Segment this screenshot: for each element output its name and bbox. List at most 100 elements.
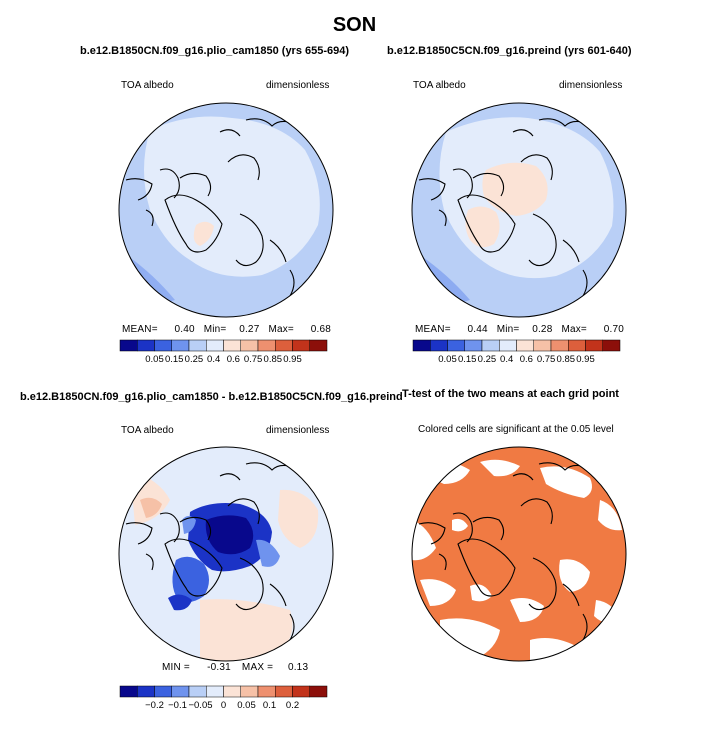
panel3-min-value: -0.31 bbox=[207, 662, 231, 673]
figure-title: SON bbox=[332, 14, 377, 36]
panel3-field-pos-s bbox=[200, 599, 293, 661]
panel2-title: b.e12.B1850C5CN.f09_g16.preind (yrs 601-… bbox=[387, 45, 632, 57]
panel2-colorbar-box bbox=[447, 339, 465, 352]
panel3-title: b.e12.B1850CN.f09_g16.plio_cam1850 - b.e… bbox=[20, 391, 403, 403]
panel2-map bbox=[411, 102, 627, 318]
panel1-field-greenland bbox=[193, 221, 214, 246]
panel3-colorbar: −0.2 −0.1 −0.05 0 0.05 0.1 0.2 bbox=[119, 685, 328, 711]
panel3-colorbar-box bbox=[154, 685, 172, 698]
panel1-colorbar-box bbox=[171, 339, 190, 352]
panel3-right-label: dimensionless bbox=[266, 425, 330, 436]
panel2-colorbar-tick-label: 0.95 bbox=[576, 354, 595, 365]
panel2-colorbar-tick-label: 0.75 bbox=[537, 354, 556, 365]
panel3-min-label: MIN = bbox=[162, 662, 190, 673]
panel4-nonsignificant-cells bbox=[412, 459, 626, 661]
panel4-coastlines bbox=[418, 462, 590, 641]
panel2-max-label: Max= bbox=[561, 324, 587, 335]
panel1-colorbar-box bbox=[188, 339, 207, 352]
panel3-colorbar-box bbox=[275, 685, 293, 698]
panel3-field-neg-greenland-s bbox=[168, 594, 192, 611]
panel1-mean-label: MEAN= bbox=[122, 324, 158, 335]
panel3-left-label: TOA albedo bbox=[121, 425, 174, 436]
panel1-field-icecap bbox=[144, 116, 320, 277]
panel2-colorbar-tick-label: 0.85 bbox=[557, 354, 576, 365]
panel2-colorbar-box bbox=[464, 339, 483, 352]
panel3-colorbar-box bbox=[119, 685, 138, 698]
panel2-min-label: Min= bbox=[496, 324, 520, 335]
panel3-colorbar-box bbox=[257, 685, 276, 698]
panel1-colorbar-box bbox=[309, 339, 328, 352]
panel1-map bbox=[118, 102, 334, 318]
panel1-title: b.e12.B1850CN.f09_g16.plio_cam1850 (yrs … bbox=[80, 45, 350, 57]
panel4-title: T-test of the two means at each grid poi… bbox=[402, 388, 619, 400]
panel3-colorbar-box bbox=[292, 685, 310, 698]
panel3-field-neg-edge-e bbox=[256, 539, 280, 567]
panel1-colorbar-box bbox=[223, 339, 241, 352]
panel3-colorbar-tick-label: 0.05 bbox=[237, 700, 256, 711]
panel3-field-neg-core bbox=[205, 515, 254, 555]
panel1-colorbar-tick-label: 0.6 bbox=[227, 354, 240, 365]
panel2-colorbar-box bbox=[602, 339, 621, 352]
panel2-colorbar-box bbox=[499, 339, 517, 352]
panel1-right-label: dimensionless bbox=[266, 80, 330, 91]
panel1-colorbar-box bbox=[206, 339, 224, 352]
panel2-left-label: TOA albedo bbox=[413, 80, 466, 91]
panel1-colorbar-tick-label: 0.75 bbox=[244, 354, 263, 365]
panel2-colorbar-box bbox=[430, 339, 448, 352]
panel2-max-value: 0.70 bbox=[603, 324, 624, 335]
panel1-colorbar-tick-label: 0.95 bbox=[283, 354, 302, 365]
panel3-colorbar-box bbox=[188, 685, 207, 698]
panel3-field-pos-ne bbox=[278, 489, 319, 548]
panel1-max-label: Max= bbox=[268, 324, 294, 335]
panel1-colorbar-box bbox=[257, 339, 276, 352]
panel4-map-border bbox=[411, 446, 627, 662]
panel1-map-border bbox=[118, 102, 334, 318]
panel3-colorbar-tick-label: 0.1 bbox=[263, 700, 276, 711]
panel4-map bbox=[411, 446, 627, 662]
panel1-stats: MEAN= 0.40 Min= 0.27 Max= 0.68 bbox=[122, 324, 331, 335]
panel3-stats: MIN = -0.31 MAX = 0.13 bbox=[162, 662, 308, 673]
panel1-colorbar-box bbox=[137, 339, 155, 352]
panel2-colorbar-box bbox=[550, 339, 569, 352]
panel1-mean-value: 0.40 bbox=[174, 324, 195, 335]
panel2-min-value: 0.28 bbox=[532, 324, 553, 335]
panel3-field-neg-edge-w bbox=[182, 516, 196, 534]
panel1-colorbar-box bbox=[292, 339, 310, 352]
panel1-colorbar: 0.05 0.15 0.25 0.4 0.6 0.75 0.85 0.95 bbox=[119, 339, 328, 365]
panel2-colorbar-tick-label: 0.05 bbox=[438, 354, 457, 365]
panel1-colorbar-box bbox=[275, 339, 293, 352]
panel2-right-label: dimensionless bbox=[559, 80, 623, 91]
panel1-min-value: 0.27 bbox=[239, 324, 260, 335]
panel2-colorbar-tick-label: 0.4 bbox=[500, 354, 513, 365]
panel2-coastlines bbox=[418, 118, 590, 297]
panel2-colorbar-box bbox=[481, 339, 500, 352]
panel3-max-value: 0.13 bbox=[287, 662, 309, 673]
panel2-colorbar-box bbox=[585, 339, 603, 352]
panel2-stats: MEAN= 0.44 Min= 0.28 Max= 0.70 bbox=[415, 324, 624, 335]
panel1-colorbar-tick-label: 0.05 bbox=[145, 354, 164, 365]
panel1-colorbar-tick-label: 0.25 bbox=[185, 354, 204, 365]
panel3-colorbar-tick-label: 0.2 bbox=[286, 700, 299, 711]
panel3-max-label: MAX = bbox=[241, 662, 274, 673]
panel3-field-pos-nw-core bbox=[140, 497, 162, 518]
panel3-colorbar-box bbox=[206, 685, 224, 698]
panel2-colorbar: 0.05 0.15 0.25 0.4 0.6 0.75 0.85 0.95 bbox=[412, 339, 621, 365]
panel1-colorbar-tick-label: 0.15 bbox=[165, 354, 184, 365]
panel3-colorbar-tick-label: −0.1 bbox=[168, 700, 187, 711]
panel2-map-border bbox=[411, 102, 627, 318]
panel3-colorbar-box bbox=[171, 685, 190, 698]
panel2-colorbar-box bbox=[412, 339, 431, 352]
panel1-colorbar-tick-label: 0.4 bbox=[207, 354, 220, 365]
panel1-colorbar-box bbox=[119, 339, 138, 352]
panel2-mean-label: MEAN= bbox=[415, 324, 451, 335]
panel2-colorbar-tick-label: 0.25 bbox=[478, 354, 497, 365]
panel1-left-label: TOA albedo bbox=[121, 80, 174, 91]
panel4-subtitle: Colored cells are significant at the 0.0… bbox=[418, 424, 614, 435]
panel2-colorbar-box bbox=[568, 339, 586, 352]
panel2-colorbar-tick-label: 0.15 bbox=[458, 354, 477, 365]
panel3-colorbar-box bbox=[240, 685, 259, 698]
panel1-colorbar-box bbox=[240, 339, 259, 352]
panel2-colorbar-box bbox=[516, 339, 534, 352]
panel1-colorbar-box bbox=[154, 339, 172, 352]
